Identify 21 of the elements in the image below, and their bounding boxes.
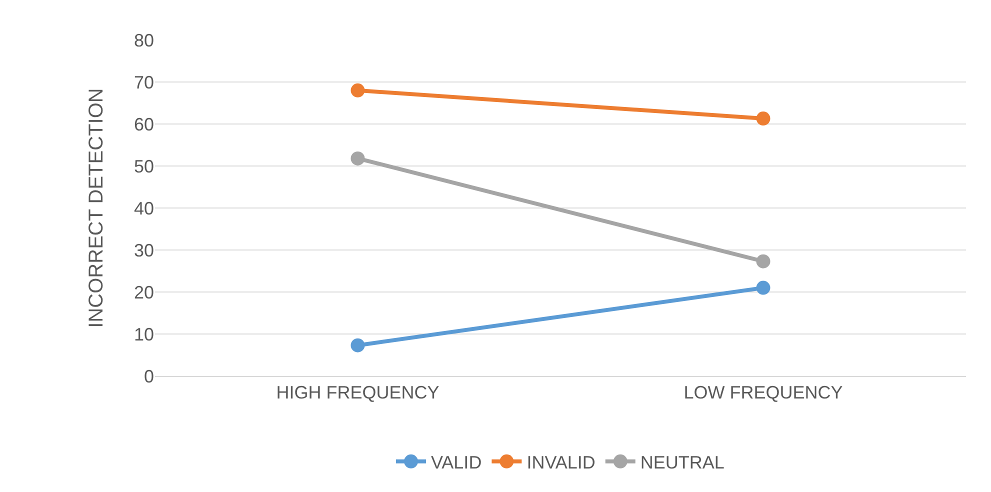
- legend-label: VALID: [431, 452, 482, 472]
- y-tick-label: 80: [134, 30, 154, 50]
- y-tick-label: 40: [134, 198, 154, 218]
- point: [350, 338, 365, 352]
- point: [756, 254, 770, 268]
- y-axis-title: INCORRECT DETECTION: [85, 88, 108, 328]
- y-tick-label: 10: [134, 324, 154, 344]
- x-tick-label: HIGH FREQUENCY: [276, 382, 440, 403]
- y-tick-label: 60: [134, 114, 154, 134]
- point: [756, 280, 770, 295]
- legend-label: INVALID: [526, 452, 596, 472]
- y-tick-label: 0: [144, 366, 154, 386]
- legend-label: NEUTRAL: [640, 452, 724, 472]
- y-tick-label: 70: [134, 72, 154, 92]
- x-tick-label: LOW FREQUENCY: [684, 382, 843, 403]
- y-tick-label: 30: [134, 240, 154, 260]
- point: [350, 83, 365, 98]
- y-tick-label: 20: [134, 282, 154, 302]
- y-tick-label: 50: [134, 156, 154, 176]
- point: [350, 151, 365, 166]
- point: [756, 112, 770, 126]
